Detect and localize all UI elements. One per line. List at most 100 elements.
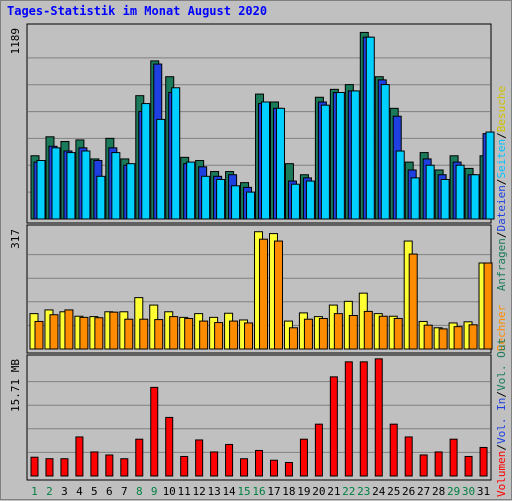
bar-rechner-day-20 xyxy=(318,317,328,350)
x-tick-label-day-24: 24 xyxy=(372,485,386,498)
x-tick-label-day-21: 21 xyxy=(327,485,340,498)
bar-rechner-day-8 xyxy=(139,318,149,350)
bar-volumen-day-11 xyxy=(180,455,189,477)
legend-item-anfragen: Anfragen xyxy=(495,238,508,291)
bar-rechner-day-6 xyxy=(109,311,119,350)
bar-rechner-day-25 xyxy=(393,317,403,350)
x-tick-label-day-5: 5 xyxy=(91,485,98,498)
bar-volumen-day-23 xyxy=(359,361,368,477)
bar-seiten-day-31 xyxy=(485,131,495,220)
bar-rechner-day-11 xyxy=(184,317,194,350)
bar-seiten-day-1 xyxy=(36,159,46,220)
legend-separator: / xyxy=(495,391,508,398)
bar-seiten-day-27 xyxy=(425,164,435,220)
bar-volumen-day-26 xyxy=(404,436,413,477)
bar-volumen-day-29 xyxy=(449,438,458,477)
bar-volumen-day-30 xyxy=(464,455,473,477)
bar-volumen-day-5 xyxy=(90,451,99,477)
x-tick-label-day-2: 2 xyxy=(46,485,53,498)
x-tick-label-day-17: 17 xyxy=(267,485,280,498)
bar-rechner-day-23 xyxy=(363,310,373,350)
page-title: Tages-Statistik im Monat August 2020 xyxy=(7,4,268,18)
bar-rechner-day-10 xyxy=(169,316,179,350)
volume-panel-legend: Volumen/Vol. In/Vol. Out xyxy=(495,338,508,497)
x-tick-label-day-10: 10 xyxy=(163,485,176,498)
legend-item-rechner: Rechner xyxy=(495,304,508,351)
bar-seiten-day-14 xyxy=(231,185,241,220)
bar-seiten-day-11 xyxy=(186,161,196,220)
legend-separator: / xyxy=(495,444,508,451)
bar-rechner-day-2 xyxy=(49,314,59,350)
bar-rechner-day-31 xyxy=(483,262,493,350)
bar-rechner-day-27 xyxy=(423,324,433,350)
bar-seiten-day-20 xyxy=(320,104,330,220)
bar-volumen-day-2 xyxy=(45,458,54,477)
bar-rechner-day-3 xyxy=(64,309,74,350)
bar-volumen-day-18 xyxy=(284,461,293,477)
x-tick-label-day-27: 27 xyxy=(417,485,430,498)
bar-rechner-day-1 xyxy=(34,320,44,350)
bar-seiten-day-29 xyxy=(455,164,465,220)
bar-rechner-day-12 xyxy=(199,320,209,350)
bar-seiten-day-26 xyxy=(410,177,420,220)
bar-rechner-day-21 xyxy=(333,313,343,350)
bar-seiten-day-23 xyxy=(365,36,375,220)
x-tick-label-day-28: 28 xyxy=(432,485,445,498)
bar-volumen-day-7 xyxy=(120,458,129,477)
bar-volumen-day-31 xyxy=(479,446,488,477)
bar-volumen-day-16 xyxy=(255,449,264,477)
legend-item-seiten: Seiten xyxy=(495,139,508,179)
legend-item-dateien: Dateien xyxy=(495,185,508,231)
x-tick-label-day-13: 13 xyxy=(207,485,220,498)
x-tick-label-day-7: 7 xyxy=(121,485,128,498)
x-tick-label-day-29: 29 xyxy=(447,485,460,498)
bar-seiten-day-25 xyxy=(395,150,405,220)
bar-seiten-day-24 xyxy=(380,84,390,220)
bar-volumen-day-20 xyxy=(314,423,323,477)
x-tick-label-day-30: 30 xyxy=(462,485,475,498)
bar-seiten-day-9 xyxy=(156,118,166,220)
legend-separator: / xyxy=(495,232,508,239)
bar-seiten-day-28 xyxy=(440,178,450,220)
bar-rechner-day-4 xyxy=(79,316,89,350)
bar-seiten-day-21 xyxy=(335,92,345,220)
bar-volumen-day-1 xyxy=(30,456,39,477)
x-tick-label-day-1: 1 xyxy=(31,485,38,498)
x-tick-label-day-22: 22 xyxy=(342,485,355,498)
legend-item-vol-out: Vol. Out xyxy=(495,338,508,391)
legend-separator: / xyxy=(495,132,508,139)
bar-seiten-day-30 xyxy=(470,174,480,220)
x-tick-label-day-23: 23 xyxy=(357,485,370,498)
x-tick-label-day-25: 25 xyxy=(387,485,400,498)
bar-volumen-day-10 xyxy=(165,416,174,477)
bar-rechner-day-15 xyxy=(244,322,254,350)
bar-rechner-day-29 xyxy=(453,326,463,350)
y-axis-max-label: 15.71 MB xyxy=(9,359,22,412)
bar-seiten-day-15 xyxy=(246,191,256,220)
x-tick-label-day-14: 14 xyxy=(222,485,236,498)
bar-seiten-day-19 xyxy=(305,180,315,220)
bar-volumen-day-27 xyxy=(419,454,428,477)
bar-volumen-day-14 xyxy=(225,443,234,477)
bar-seiten-day-2 xyxy=(51,147,61,220)
bar-seiten-day-6 xyxy=(111,152,121,220)
bar-seiten-day-10 xyxy=(171,87,181,220)
bar-volumen-day-17 xyxy=(269,459,278,477)
bar-seiten-day-8 xyxy=(141,103,151,220)
bar-volumen-day-9 xyxy=(150,386,159,477)
bar-rechner-day-16 xyxy=(259,238,269,350)
bar-rechner-day-30 xyxy=(468,324,478,350)
bar-seiten-day-17 xyxy=(275,107,285,220)
x-tick-label-day-4: 4 xyxy=(76,485,83,498)
bar-seiten-day-16 xyxy=(261,101,271,220)
bar-rechner-day-22 xyxy=(348,314,358,350)
x-tick-label-day-6: 6 xyxy=(106,485,113,498)
bar-seiten-day-7 xyxy=(126,163,136,220)
bar-rechner-day-14 xyxy=(229,320,239,350)
bar-volumen-day-25 xyxy=(389,423,398,477)
x-tick-label-day-3: 3 xyxy=(61,485,68,498)
bar-volumen-day-22 xyxy=(344,361,353,477)
bar-volumen-day-19 xyxy=(299,438,308,477)
x-tick-label-day-12: 12 xyxy=(193,485,206,498)
